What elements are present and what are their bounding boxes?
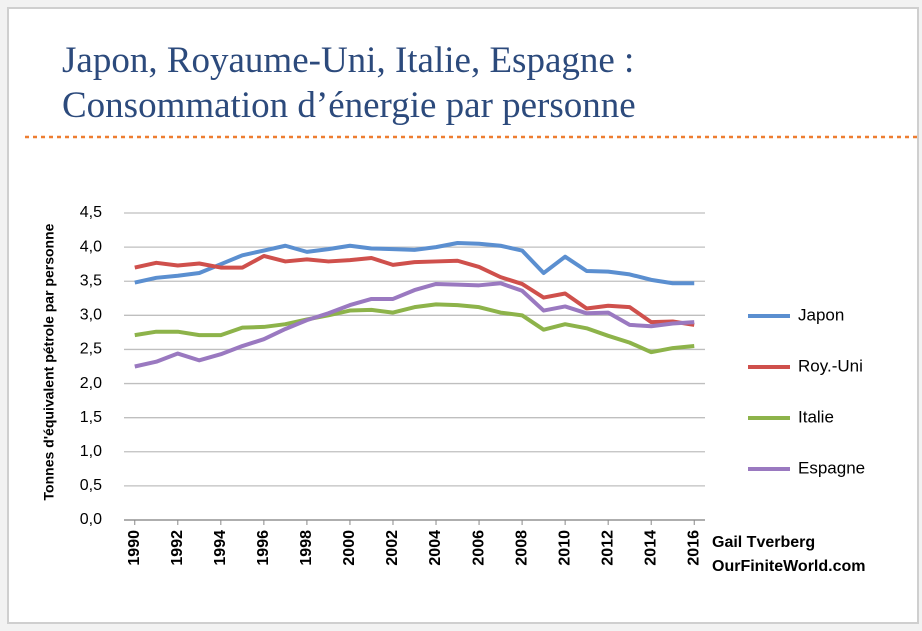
y-tick-label: 0,5 (80, 477, 102, 494)
line-series (134, 241, 695, 286)
x-tick-label: 1994 (212, 530, 229, 566)
chart-title: Consommation d’énergie par personne (62, 85, 636, 126)
annotation: OurFiniteWorld.com (712, 558, 865, 575)
x-tick-label: 1990 (126, 530, 143, 566)
chart-title: Japon, Royaume-Uni, Italie, Espagne : (62, 40, 634, 81)
annotation: Gail Tverberg (712, 534, 815, 551)
y-axis-title: Tonnes d'équivalent pétrole par personne (41, 223, 57, 500)
x-tick-label: 2014 (642, 530, 659, 566)
y-tick-label: 1,0 (80, 443, 102, 460)
legend-label: Italie (798, 407, 834, 426)
y-tick-label: 0,0 (80, 511, 102, 528)
x-tick-label: 1996 (255, 530, 272, 566)
x-tick-label: 2012 (599, 530, 616, 566)
x-tick-label: 2004 (427, 530, 444, 566)
x-tick-label: 1992 (169, 530, 186, 566)
x-tick-label: 1998 (298, 530, 315, 566)
x-tick-label: 2008 (513, 530, 530, 566)
x-tick-label: 2010 (556, 530, 573, 566)
x-tick-label: 2002 (384, 530, 401, 566)
x-tick-label: 2006 (470, 530, 487, 566)
y-tick-label: 2,0 (80, 375, 102, 392)
y-tick-label: 3,5 (80, 272, 102, 289)
legend-label: Roy.-Uni (798, 356, 863, 375)
legend-label: Japon (798, 305, 844, 324)
y-tick-label: 4,0 (80, 238, 102, 255)
y-tick-label: 2,5 (80, 341, 102, 358)
y-tick-label: 3,0 (80, 307, 102, 324)
line-series (134, 281, 695, 369)
y-tick-label: 4,5 (80, 204, 102, 221)
line-series (134, 302, 695, 355)
legend-label: Espagne (798, 458, 865, 477)
line-series (134, 253, 695, 327)
y-tick-label: 1,5 (80, 409, 102, 426)
x-tick-label: 2016 (685, 530, 702, 566)
x-tick-label: 2000 (341, 530, 358, 566)
